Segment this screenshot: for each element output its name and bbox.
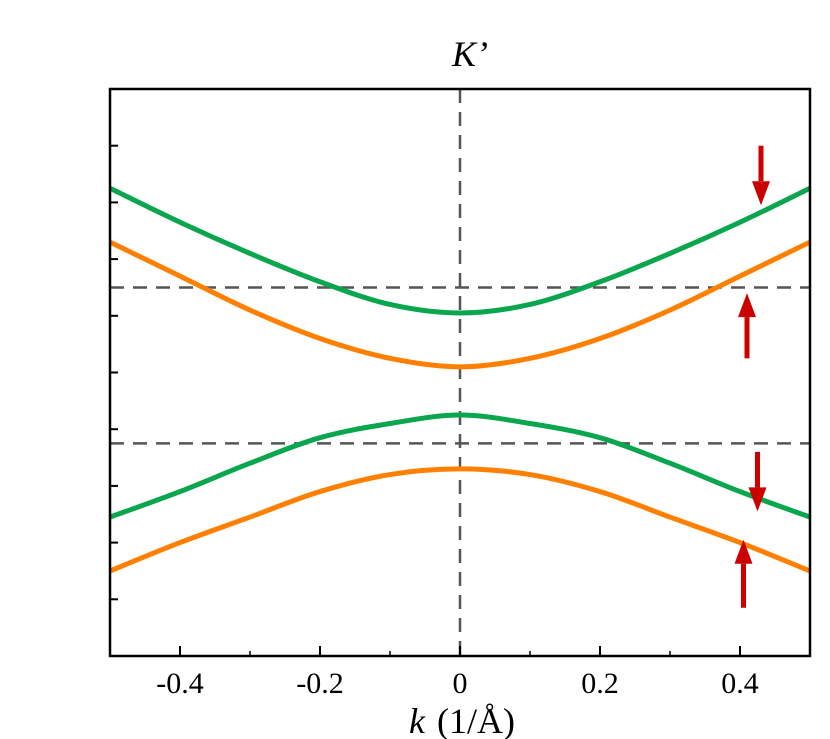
reference-lines — [110, 89, 810, 656]
chart-title: K’ — [451, 34, 488, 74]
curve-valence-spin-up — [110, 466, 810, 574]
arrow-head — [752, 181, 770, 206]
curve-conduction-spin-down — [110, 185, 810, 316]
spin-arrow-down-0 — [752, 145, 770, 206]
x-tick-label-0: -0.4 — [156, 667, 204, 700]
band-curves — [110, 185, 810, 574]
axis-ticks — [109, 144, 811, 656]
x-axis-label: k (1/Å) — [409, 701, 515, 739]
spin-arrow-down-2 — [748, 451, 767, 512]
arrow-head — [748, 487, 767, 512]
arrow-head — [734, 539, 753, 564]
x-tick-labels: -0.4 -0.2 0 0.2 0.4 — [156, 667, 759, 700]
x-tick-label-1: -0.2 — [296, 667, 344, 700]
x-tick-label-2: 0 — [453, 667, 468, 700]
spin-arrow-up-1 — [738, 293, 756, 359]
x-axis-variable: k — [409, 701, 426, 739]
x-axis-unit: (1/Å) — [437, 701, 515, 739]
spin-arrows — [734, 145, 770, 608]
curve-conduction-spin-up — [110, 239, 810, 370]
curve-valence-spin-down — [110, 412, 810, 520]
arrow-head — [738, 293, 756, 318]
x-tick-label-4: 0.4 — [721, 667, 759, 700]
spin-arrow-up-3 — [734, 539, 753, 608]
x-tick-label-3: 0.2 — [581, 667, 619, 700]
